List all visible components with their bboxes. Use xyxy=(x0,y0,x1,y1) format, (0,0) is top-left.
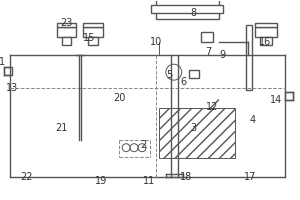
Bar xyxy=(201,32,213,42)
Text: 23: 23 xyxy=(60,18,73,28)
Bar xyxy=(57,23,76,27)
Bar xyxy=(246,25,252,90)
Bar xyxy=(4,67,12,75)
Bar xyxy=(151,5,224,13)
Text: 6: 6 xyxy=(181,77,187,87)
Bar xyxy=(83,27,103,37)
Bar xyxy=(260,37,272,45)
Text: 15: 15 xyxy=(83,33,95,43)
Bar xyxy=(255,23,277,27)
Bar xyxy=(83,23,103,27)
Text: 22: 22 xyxy=(20,172,33,182)
Text: 9: 9 xyxy=(219,50,226,60)
Bar xyxy=(61,37,71,45)
Text: 8: 8 xyxy=(190,8,197,18)
Bar xyxy=(189,70,199,78)
Text: 20: 20 xyxy=(113,93,125,103)
Bar xyxy=(88,37,98,45)
Text: 16: 16 xyxy=(259,37,271,47)
Text: 2: 2 xyxy=(140,140,146,150)
Text: 4: 4 xyxy=(249,115,255,125)
Text: 1: 1 xyxy=(0,57,5,67)
Bar xyxy=(57,27,76,37)
Text: 18: 18 xyxy=(180,172,192,182)
Text: 7: 7 xyxy=(206,47,212,57)
Text: 14: 14 xyxy=(270,95,282,105)
Text: 13: 13 xyxy=(6,83,18,93)
Text: 10: 10 xyxy=(150,37,162,47)
Text: 5: 5 xyxy=(166,70,172,80)
Text: 17: 17 xyxy=(244,172,256,182)
Text: 19: 19 xyxy=(95,176,107,186)
Text: 3: 3 xyxy=(190,123,197,133)
Text: 21: 21 xyxy=(56,123,68,133)
Bar xyxy=(255,27,277,37)
Bar xyxy=(285,92,293,100)
Text: 11: 11 xyxy=(143,176,155,186)
Bar xyxy=(156,0,218,19)
Bar xyxy=(159,108,236,158)
Text: 12: 12 xyxy=(206,102,219,112)
